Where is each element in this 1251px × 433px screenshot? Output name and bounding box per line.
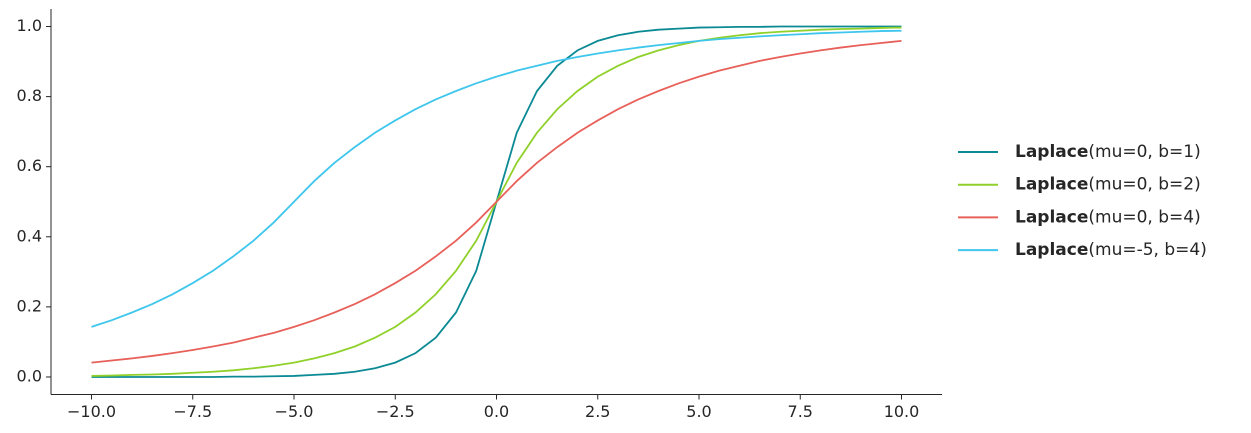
y-tick-label: 0.2 bbox=[17, 296, 42, 315]
legend-label: Laplace(mu=-5, b=4) bbox=[1015, 240, 1207, 260]
y-tick-label: 0.4 bbox=[17, 226, 42, 245]
series-line bbox=[91, 29, 902, 328]
x-tick-label: −10.0 bbox=[67, 402, 116, 421]
x-tick-label: 0.0 bbox=[484, 402, 509, 421]
x-tick-label: −5.0 bbox=[275, 402, 314, 421]
x-tick-label: 10.0 bbox=[884, 402, 920, 421]
legend-label: Laplace(mu=0, b=4) bbox=[1015, 207, 1201, 227]
y-tick-label: 0.8 bbox=[17, 86, 42, 105]
x-tick-label: 2.5 bbox=[585, 402, 610, 421]
x-tick-label: −2.5 bbox=[376, 402, 415, 421]
x-tick-label: −7.5 bbox=[173, 402, 212, 421]
legend-label: Laplace(mu=0, b=2) bbox=[1015, 175, 1201, 195]
x-tick-label: 5.0 bbox=[686, 402, 711, 421]
series-line bbox=[91, 39, 902, 364]
legend-label: Laplace(mu=0, b=1) bbox=[1015, 142, 1201, 162]
y-tick-label: 0.0 bbox=[17, 366, 42, 385]
y-tick-label: 1.0 bbox=[17, 16, 42, 35]
y-tick-label: 0.6 bbox=[17, 156, 42, 175]
x-tick-label: 7.5 bbox=[788, 402, 813, 421]
